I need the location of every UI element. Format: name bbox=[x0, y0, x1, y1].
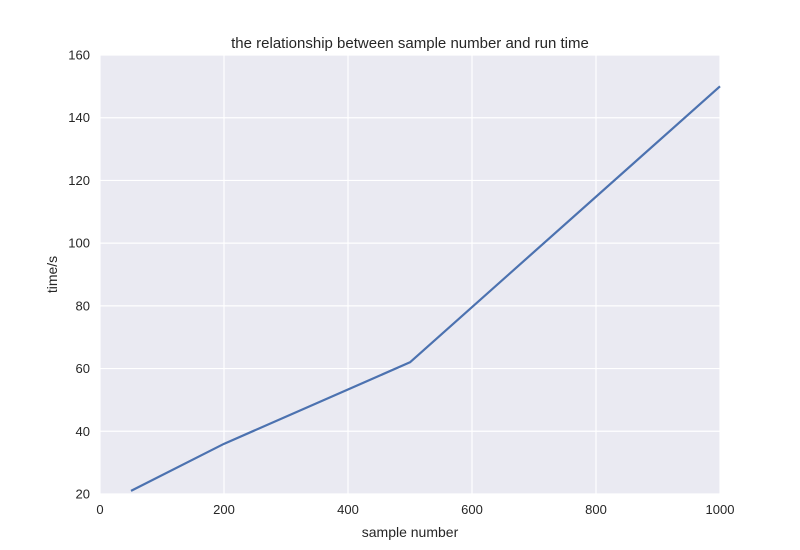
y-tick-label: 20 bbox=[76, 487, 90, 502]
x-tick-label: 0 bbox=[96, 502, 103, 517]
y-tick-labels: 20 40 60 80 100 120 140 160 bbox=[68, 48, 90, 502]
x-tick-label: 400 bbox=[337, 502, 359, 517]
y-axis-label: time/s bbox=[44, 256, 60, 293]
y-tick-label: 40 bbox=[76, 424, 90, 439]
plot-background bbox=[100, 55, 720, 494]
x-axis-label: sample number bbox=[362, 524, 459, 540]
x-tick-label: 800 bbox=[585, 502, 607, 517]
y-tick-label: 120 bbox=[68, 173, 90, 188]
x-tick-label: 600 bbox=[461, 502, 483, 517]
x-tick-label: 200 bbox=[213, 502, 235, 517]
x-tick-labels: 0 200 400 600 800 1000 bbox=[96, 502, 734, 517]
chart-title: the relationship between sample number a… bbox=[231, 35, 589, 52]
y-tick-label: 60 bbox=[76, 361, 90, 376]
y-tick-label: 100 bbox=[68, 236, 90, 251]
y-tick-label: 80 bbox=[76, 298, 90, 313]
series-layer bbox=[130, 85, 721, 492]
y-tick-label: 140 bbox=[68, 110, 90, 125]
grid bbox=[99, 54, 721, 495]
y-tick-label: 160 bbox=[68, 48, 90, 63]
x-tick-label: 1000 bbox=[706, 502, 735, 517]
series-line bbox=[130, 85, 721, 492]
